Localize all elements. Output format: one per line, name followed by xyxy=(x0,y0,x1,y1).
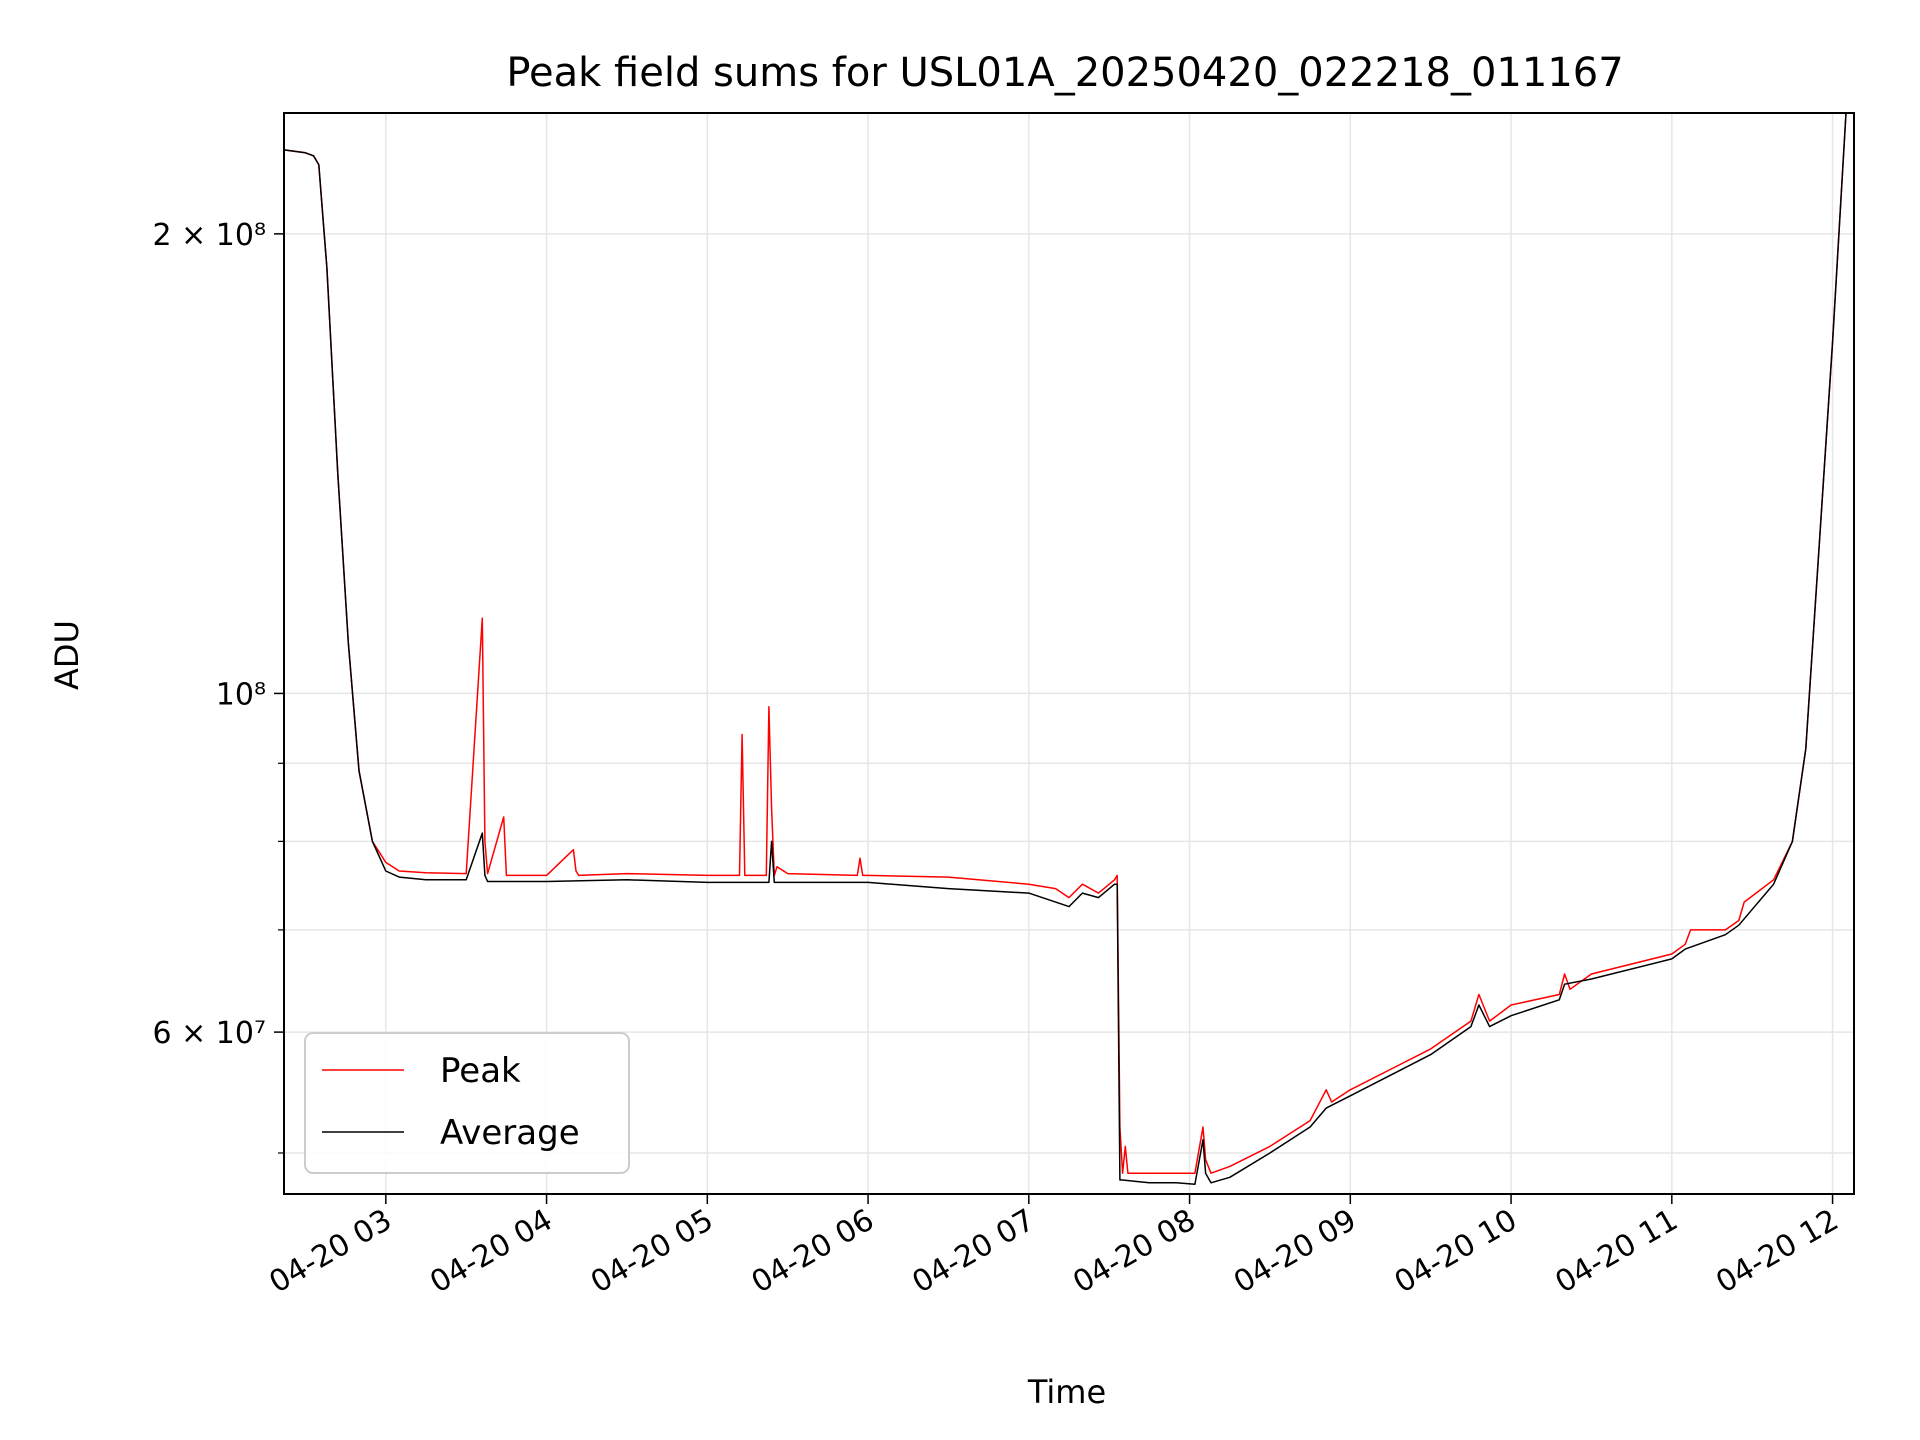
grid-lines xyxy=(284,113,1854,1194)
legend-label-peak: Peak xyxy=(440,1051,521,1091)
y-axis: 6 × 10⁷ 10⁸ 2 × 10⁸ xyxy=(153,218,284,1154)
y-tick-label: 2 × 10⁸ xyxy=(153,218,267,253)
legend-label-average: Average xyxy=(440,1113,580,1153)
x-axis-title: Time xyxy=(1027,1373,1106,1411)
legend: Peak Average xyxy=(304,1032,630,1174)
y-tick-label: 10⁸ xyxy=(216,677,266,712)
y-tick-label: 6 × 10⁷ xyxy=(153,1016,267,1051)
series-line-peak xyxy=(283,112,1854,1174)
y-axis-title: ADU xyxy=(48,620,86,690)
series-line-average xyxy=(283,112,1854,1185)
chart-title: Peak field sums for USL01A_20250420_0222… xyxy=(506,50,1623,96)
data-series xyxy=(283,112,1854,1185)
plot-frame xyxy=(283,112,1855,1195)
legend-box xyxy=(304,1032,630,1174)
